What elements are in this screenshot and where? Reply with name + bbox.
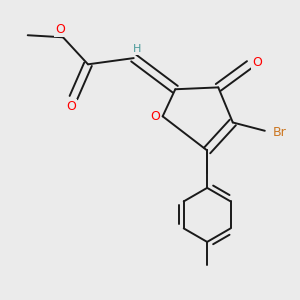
Text: O: O	[55, 23, 65, 36]
Text: O: O	[150, 110, 160, 123]
Text: Br: Br	[273, 126, 286, 140]
Text: O: O	[252, 56, 262, 69]
Text: H: H	[133, 44, 141, 54]
Text: O: O	[66, 100, 76, 113]
